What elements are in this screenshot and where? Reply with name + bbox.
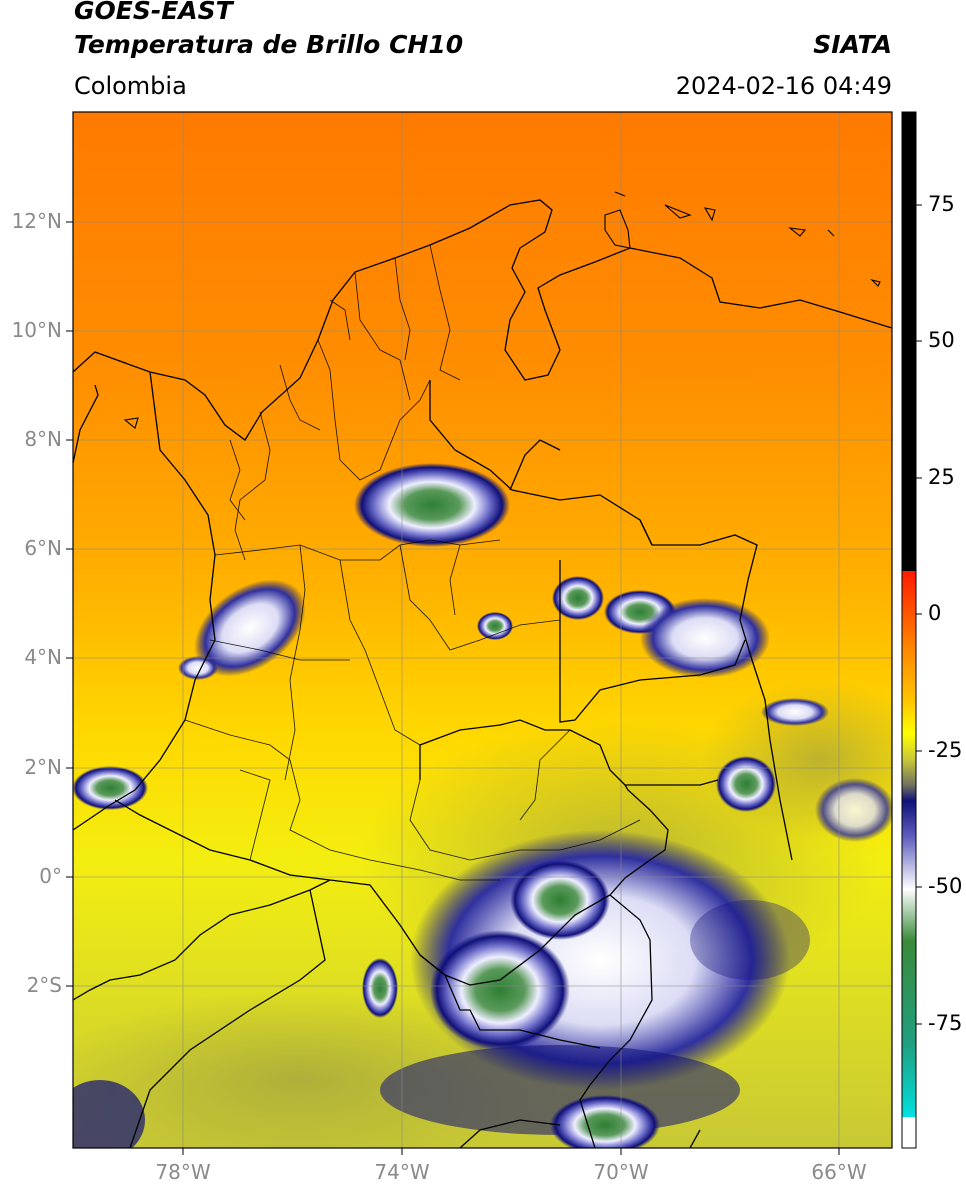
lat-label: 8°N xyxy=(24,427,62,451)
borders xyxy=(73,199,892,1148)
region-label: Colombia xyxy=(74,72,187,100)
cloud-cell xyxy=(640,598,770,678)
lon-label: 74°W xyxy=(374,1160,430,1184)
cloud-cell xyxy=(552,576,604,620)
colorbar-tick-label: 75 xyxy=(928,192,955,216)
cloud-cell xyxy=(477,612,513,640)
cloud-cell xyxy=(761,698,829,726)
colorbar-tick-label: -75 xyxy=(928,1011,963,1035)
colorbar-tick-label: 50 xyxy=(928,328,955,352)
colorbar-tick-label: -50 xyxy=(928,874,963,898)
lat-label: 0° xyxy=(39,864,62,888)
lat-label: 2°S xyxy=(26,973,62,997)
cloud-cell xyxy=(194,579,306,677)
lat-label: 6°N xyxy=(24,536,62,560)
cloud-cell xyxy=(354,463,510,547)
lon-label: 70°W xyxy=(593,1160,649,1184)
agency-label: SIATA xyxy=(813,30,892,59)
satellite-title: GOES-EAST xyxy=(74,0,233,25)
product-title: Temperatura de Brillo CH10 xyxy=(74,30,464,59)
colorbar-tick-label: 25 xyxy=(928,465,955,489)
lat-label: 2°N xyxy=(24,755,62,779)
colorbar-tick-label: 0 xyxy=(928,601,942,625)
cloud-cell xyxy=(73,766,148,810)
lat-label: 12°N xyxy=(11,209,62,233)
datetime-label: 2024-02-16 04:49 xyxy=(675,72,892,100)
map-panel xyxy=(73,112,892,1148)
lat-label: 10°N xyxy=(11,318,62,342)
lon-label: 66°W xyxy=(811,1160,867,1184)
cloud-cell xyxy=(178,656,218,680)
graticule xyxy=(73,112,892,1148)
colorbar xyxy=(901,111,917,1149)
lon-label: 78°W xyxy=(155,1160,211,1184)
lat-label: 4°N xyxy=(24,645,62,669)
colorbar-tick-label: -25 xyxy=(928,738,963,762)
cloud-cell xyxy=(716,756,776,812)
